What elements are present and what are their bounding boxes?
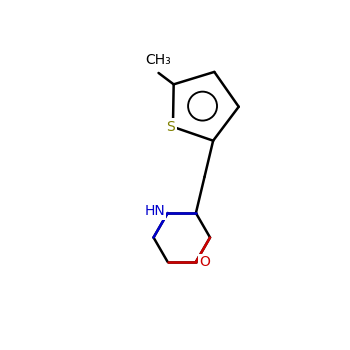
Text: CH₃: CH₃: [146, 53, 172, 67]
Text: HN: HN: [144, 204, 165, 218]
Text: O: O: [199, 255, 210, 269]
Text: S: S: [166, 120, 175, 134]
